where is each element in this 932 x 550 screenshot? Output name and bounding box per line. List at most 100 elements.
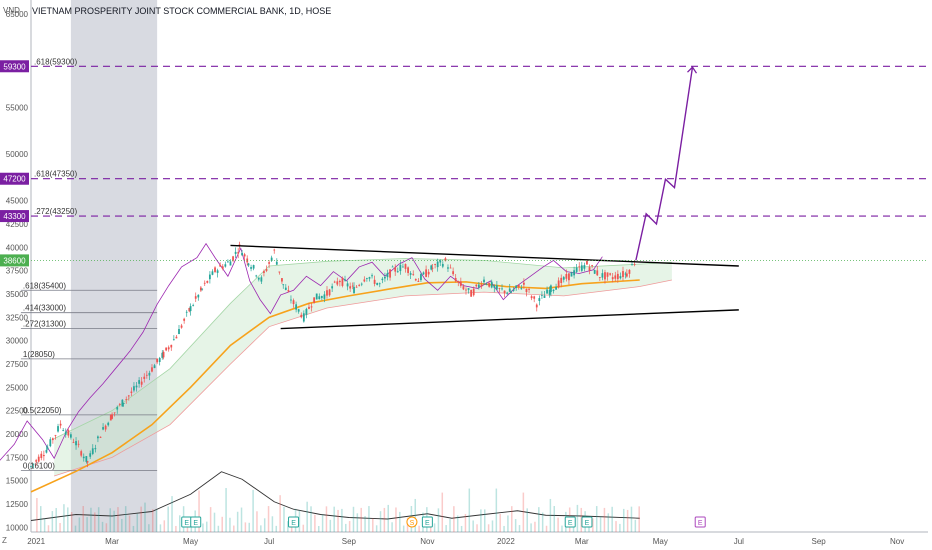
candle-body [275, 261, 278, 265]
candle-body [99, 436, 102, 438]
candle-body [614, 275, 617, 279]
candle-body [148, 372, 151, 376]
candle-body [417, 280, 420, 282]
y-tick-label: 45000 [6, 197, 29, 206]
volume-bar [136, 513, 139, 532]
volume-bar [352, 506, 355, 532]
volume-bar [159, 524, 162, 532]
volume-bar [484, 509, 486, 532]
volume-bar [175, 525, 177, 532]
candle-body [533, 296, 536, 299]
volume-bar [379, 511, 382, 532]
candle-body [412, 273, 415, 275]
volume-bar [549, 498, 552, 532]
volume-bar [345, 523, 347, 532]
candle-body [399, 264, 402, 272]
volume-bar [171, 496, 173, 532]
volume-bar [445, 525, 447, 532]
candle-body [318, 296, 321, 300]
candle-body [255, 275, 258, 277]
candle-body [371, 275, 373, 277]
volume-bar [244, 522, 247, 532]
candle-body [69, 434, 72, 438]
candle-body [313, 297, 316, 303]
volume-bar [456, 515, 459, 532]
y-tick-label: 20000 [6, 430, 29, 439]
candle-body [444, 258, 447, 261]
volume-bar [599, 516, 602, 532]
volume-bar [476, 524, 478, 532]
candle-body [284, 287, 287, 290]
zoom-button[interactable]: Z [2, 536, 7, 545]
cloud-lower-line [54, 279, 672, 477]
candle-body [257, 277, 260, 280]
volume-bar [518, 525, 521, 532]
volume-bar [619, 523, 621, 532]
volume-bar [507, 515, 509, 532]
volume-bar [368, 506, 370, 532]
candle-body [162, 351, 165, 358]
candle-body [425, 269, 427, 277]
volume-bar [217, 525, 220, 532]
candle-body [86, 461, 89, 463]
event-marker [421, 516, 433, 528]
candle-body [278, 271, 281, 273]
candle-body [591, 265, 594, 267]
candle-body [273, 249, 276, 251]
candle-body [344, 279, 346, 281]
candle-body [111, 414, 113, 419]
candle-body [310, 306, 313, 308]
candle-body [624, 273, 627, 275]
candle-body [32, 463, 35, 465]
candle-body [67, 430, 70, 436]
event-marker [581, 516, 593, 528]
volume-bar [283, 506, 285, 532]
volume-bar [190, 524, 193, 532]
candle-body [208, 274, 211, 280]
volume-bar [206, 521, 208, 532]
candle-body [161, 352, 164, 358]
volume-bar [310, 506, 312, 532]
x-tick-label: Mar [105, 537, 119, 546]
volume-bar [449, 519, 451, 532]
candle-body [562, 277, 565, 280]
candle-body [353, 286, 355, 294]
candle-body [441, 263, 444, 267]
candle-body [122, 402, 125, 404]
volume-bar [86, 517, 88, 532]
volume-bar [55, 508, 57, 532]
candle-body [358, 284, 361, 286]
candle-body [221, 266, 224, 269]
volume-bar [437, 508, 440, 532]
volume-bar [124, 506, 127, 532]
candle-body [46, 447, 49, 449]
candle-body [59, 423, 62, 426]
candle-body [508, 288, 511, 292]
volume-bar [503, 525, 505, 532]
candle-body [234, 251, 237, 254]
candle-body [501, 288, 503, 290]
volume-bar [337, 509, 339, 532]
candle-body [203, 282, 206, 284]
candle-body [188, 308, 191, 312]
candle-body [140, 381, 143, 385]
candle-body [611, 277, 614, 280]
candle-body [219, 264, 222, 267]
candle-body [323, 294, 326, 299]
candle-body [305, 308, 308, 315]
candle-body [420, 274, 422, 281]
candle-body [512, 289, 515, 291]
fib-level-label: 0(16100) [23, 461, 55, 470]
candle-body [586, 260, 588, 265]
candle-body [550, 285, 552, 292]
candle-body [42, 455, 45, 457]
volume-bar [302, 524, 305, 532]
y-tick-label: 42500 [6, 220, 29, 229]
x-tick-label: Nov [420, 537, 434, 546]
candle-body [606, 272, 609, 277]
candle-body [165, 347, 168, 351]
candle-body [281, 278, 283, 282]
x-tick-label: Jul [734, 537, 744, 546]
event-marker-label: E [291, 520, 296, 527]
